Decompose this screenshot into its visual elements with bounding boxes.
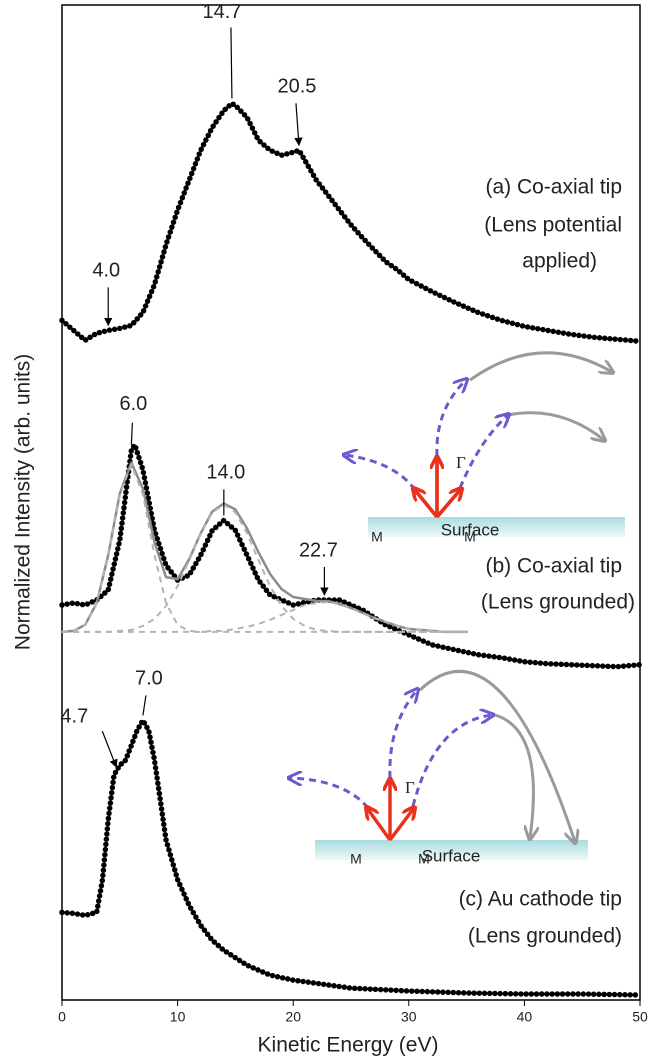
arrow (367, 808, 392, 842)
arrow (507, 411, 604, 440)
arrow (345, 455, 417, 491)
x-tick-label: 40 (517, 1009, 533, 1025)
series-dashed (62, 601, 467, 633)
arrow (414, 489, 439, 519)
arrow (469, 351, 612, 382)
annotation: 22.7 (299, 539, 338, 561)
arrow (388, 808, 414, 842)
surface (315, 840, 588, 860)
annotation: 7.0 (135, 668, 163, 690)
arrow (435, 380, 466, 457)
x-axis-label: Kinetic Energy (eV) (258, 1034, 439, 1057)
y-axis-label: Normalized Intensity (arb. units) (12, 354, 35, 650)
arrow (411, 715, 492, 807)
series-dashed (62, 503, 467, 633)
annotation-arrow (130, 422, 133, 445)
plot-frame (61, 4, 641, 1001)
annotation-arrow (142, 695, 147, 716)
arrow (494, 713, 533, 838)
diagram: Γ M M Surface (345, 351, 625, 545)
annotation-arrow (230, 27, 233, 99)
diagram-label: Surface (441, 520, 500, 539)
surface (368, 517, 625, 537)
curve-label: (b) Co-axial tip (485, 555, 622, 578)
x-tick-label: 20 (285, 1009, 301, 1025)
annotation: 14.0 (206, 462, 245, 484)
x-tick-label: 30 (401, 1009, 417, 1025)
curve-label: applied) (522, 250, 597, 273)
arrow (458, 415, 508, 489)
x-tick-label: 10 (170, 1009, 186, 1025)
annotation: 14.7 (202, 1, 241, 23)
diagram-label: Surface (422, 846, 481, 865)
curve-label: (c) Au cathode tip (459, 888, 622, 911)
annotation-arrow (101, 730, 118, 768)
diagram-label: M (371, 529, 383, 545)
x-tick-label: 0 (58, 1009, 66, 1025)
annotation-arrow (294, 103, 303, 147)
arrow (290, 778, 370, 809)
x-tick-label: 50 (632, 1009, 648, 1025)
series-dots (59, 100, 643, 345)
annotation: 4.0 (92, 260, 120, 282)
series-dashed (61, 463, 467, 633)
diagram-label: M (418, 851, 430, 867)
arrow (418, 670, 575, 842)
arrow (435, 489, 461, 519)
curve-label: (a) Co-axial tip (485, 176, 622, 199)
diagram: Γ M M Surface (290, 670, 588, 867)
diagram-label: Γ (456, 453, 466, 472)
annotation: 20.5 (278, 76, 317, 98)
curve-label: (Lens grounded) (468, 925, 622, 948)
curve-label: (Lens grounded) (481, 591, 635, 614)
series-dots (59, 717, 643, 998)
annotation: 4.7 (60, 705, 88, 727)
annotation: 6.0 (119, 393, 147, 415)
diagram-label: Γ (405, 778, 415, 797)
curve-label: (Lens potential (484, 214, 622, 237)
diagram-label: M (350, 851, 362, 867)
diagram-label: M (464, 529, 476, 545)
arrow (388, 690, 417, 779)
